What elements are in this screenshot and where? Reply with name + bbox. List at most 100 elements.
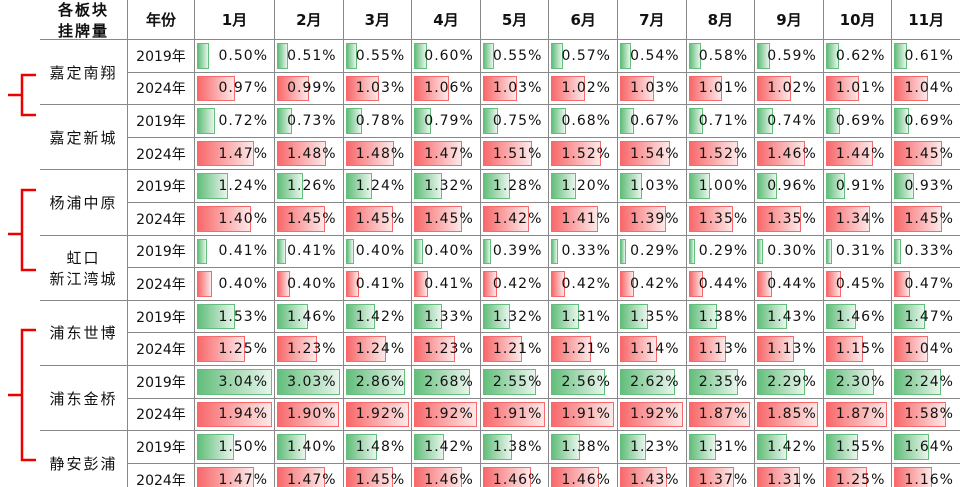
value-cell: 0.40% — [343, 235, 413, 269]
value-cell: 1.41% — [549, 203, 618, 236]
data-bar — [277, 75, 310, 102]
data-bar — [688, 140, 739, 167]
value-label: 0.40% — [287, 275, 337, 292]
value-cell: 1.33% — [412, 300, 481, 334]
value-label: 1.92% — [630, 406, 680, 423]
value-label: 1.03% — [630, 178, 680, 195]
data-bar — [551, 401, 614, 428]
data-bar — [894, 434, 929, 460]
data-bar — [688, 466, 734, 487]
value-label: 1.26% — [287, 178, 337, 195]
value-cell: 1.02% — [549, 72, 618, 106]
data-bar — [894, 401, 947, 428]
value-cell: 1.20% — [549, 170, 618, 203]
value-label: 1.03% — [492, 80, 543, 97]
value-label: 1.23% — [424, 341, 474, 358]
value-label: 1.23% — [287, 341, 337, 358]
data-bar — [414, 401, 478, 428]
block-name: 嘉定新城 — [40, 105, 128, 171]
value-cell: 0.93% — [892, 170, 960, 203]
value-label: 0.47% — [904, 275, 954, 292]
value-cell: 1.00% — [686, 170, 756, 203]
data-bar — [482, 140, 533, 167]
value-cell: 1.35% — [755, 203, 824, 236]
data-bar — [345, 108, 362, 134]
value-label: 1.85% — [767, 406, 817, 423]
data-bar — [551, 173, 577, 199]
value-label: 0.40% — [424, 243, 474, 260]
data-bar — [345, 434, 377, 460]
data-bar — [894, 271, 910, 297]
data-bar — [894, 303, 926, 330]
value-cell: 1.31% — [755, 463, 824, 487]
value-label: 1.47% — [424, 145, 474, 162]
value-label: 1.16% — [904, 471, 954, 487]
data-bar — [414, 466, 463, 487]
value-label: 1.44% — [835, 145, 886, 162]
data-bar — [482, 238, 491, 265]
value-cell: 1.45% — [344, 463, 413, 487]
value-label: 1.24% — [355, 178, 406, 195]
value-cell: 1.35% — [618, 300, 687, 334]
value-label: 0.29% — [630, 243, 680, 260]
value-cell: 2.68% — [412, 366, 481, 399]
data-bar — [894, 43, 908, 69]
value-cell: 0.59% — [755, 40, 824, 73]
value-cell: 0.60% — [412, 40, 481, 73]
value-cell: 1.92% — [618, 398, 687, 432]
value-label: 1.00% — [698, 178, 749, 195]
data-bar — [894, 238, 902, 265]
value-cell: 1.24% — [195, 170, 275, 203]
value-label: 1.53% — [218, 308, 268, 325]
value-cell: 0.50% — [195, 40, 275, 73]
value-label: 2.30% — [835, 373, 886, 390]
value-cell: 1.64% — [892, 431, 960, 464]
value-label: 1.45% — [904, 210, 954, 227]
value-label: 1.51% — [492, 145, 543, 162]
value-label: 2.56% — [561, 373, 611, 390]
value-cell: 1.26% — [275, 170, 344, 203]
value-cell: 0.42% — [549, 268, 618, 301]
value-cell: 1.01% — [686, 72, 756, 106]
value-cell: 1.45% — [412, 203, 481, 236]
value-label: 1.46% — [424, 471, 474, 487]
bracket — [8, 188, 36, 272]
value-cell: 0.42% — [618, 268, 687, 301]
data-bar — [345, 401, 409, 428]
value-cell: 0.97% — [195, 72, 275, 106]
value-label: 0.55% — [355, 47, 406, 64]
value-label: 0.44% — [767, 275, 817, 292]
value-label: 0.97% — [218, 80, 268, 97]
header-month: 5月 — [480, 0, 550, 40]
data-bar — [197, 271, 213, 297]
value-cell: 3.03% — [275, 366, 344, 399]
value-cell: 1.04% — [892, 72, 960, 106]
value-label: 0.29% — [698, 243, 749, 260]
data-bar — [894, 336, 929, 362]
value-cell: 1.31% — [686, 431, 756, 464]
data-bar — [482, 369, 537, 395]
value-cell: 0.58% — [686, 40, 756, 73]
value-label: 0.61% — [904, 47, 954, 64]
data-bar — [757, 238, 764, 265]
value-label: 1.45% — [904, 145, 954, 162]
data-bar — [197, 108, 215, 134]
data-bar — [414, 206, 462, 232]
value-cell: 0.51% — [275, 40, 344, 73]
value-cell: 1.03% — [618, 72, 687, 106]
value-label: 1.46% — [561, 471, 611, 487]
value-cell: 1.47% — [195, 463, 275, 487]
data-bar — [345, 43, 358, 69]
block-line: 嘉定南翔 — [49, 63, 118, 82]
data-bar — [825, 238, 833, 265]
value-label: 2.29% — [767, 373, 817, 390]
year-label: 2024年 — [128, 333, 195, 366]
header-month: 7月 — [618, 0, 687, 40]
value-label: 0.99% — [287, 80, 337, 97]
data-bar — [551, 336, 592, 362]
data-bar — [414, 271, 428, 297]
value-label: 1.48% — [355, 438, 406, 455]
brackets — [8, 73, 36, 462]
value-label: 0.41% — [218, 243, 268, 260]
